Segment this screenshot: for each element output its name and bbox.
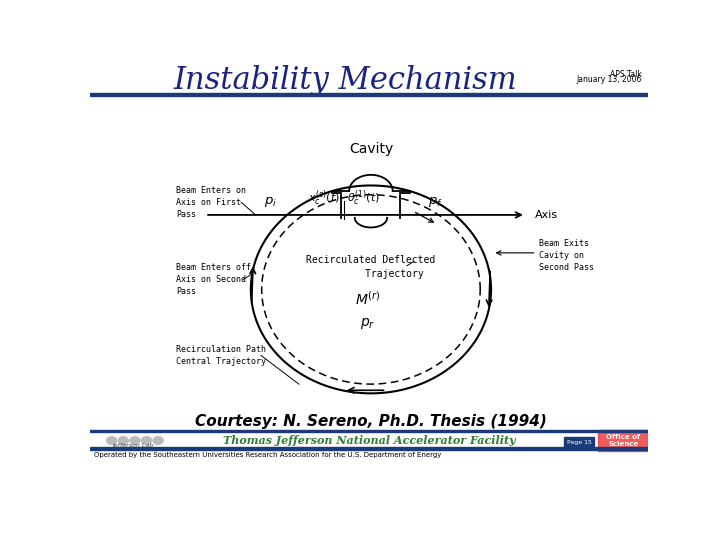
- Text: Axis: Axis: [535, 210, 558, 220]
- Text: $M^{(r)}$: $M^{(r)}$: [354, 291, 380, 308]
- Text: Recirculation Path
Central Trajectory: Recirculation Path Central Trajectory: [176, 345, 266, 366]
- Text: $\theta_c^{(1)}(t)$: $\theta_c^{(1)}(t)$: [347, 188, 380, 208]
- Text: Beam Enters off
Axis on Second
Pass: Beam Enters off Axis on Second Pass: [176, 264, 251, 296]
- Text: Jefferson Lab: Jefferson Lab: [112, 443, 153, 448]
- Ellipse shape: [153, 437, 163, 444]
- Text: $\mathit{p}_i$: $\mathit{p}_i$: [264, 195, 276, 209]
- Text: Instability Mechanism: Instability Mechanism: [174, 65, 518, 96]
- Text: Thomas Jefferson National Accelerator Facility: Thomas Jefferson National Accelerator Fa…: [222, 435, 516, 446]
- Bar: [90, 92, 648, 96]
- Text: Recirculated Deflected
        Trajectory: Recirculated Deflected Trajectory: [306, 255, 436, 279]
- Text: APS Talk: APS Talk: [610, 70, 642, 79]
- Text: Office of
Science: Office of Science: [606, 434, 640, 447]
- Text: $x_c^{(s)}(t)$: $x_c^{(s)}(t)$: [308, 188, 340, 208]
- Bar: [90, 448, 648, 450]
- Ellipse shape: [130, 437, 140, 444]
- Ellipse shape: [118, 437, 128, 444]
- Bar: [90, 430, 648, 432]
- Text: Courtesy: N. Sereno, Ph.D. Thesis (1994): Courtesy: N. Sereno, Ph.D. Thesis (1994): [195, 414, 547, 429]
- Text: January 13, 2006: January 13, 2006: [577, 75, 642, 84]
- Bar: [564, 437, 594, 448]
- Text: Cavity: Cavity: [348, 142, 393, 156]
- Ellipse shape: [142, 437, 152, 444]
- Text: $\mathit{p}_f$: $\mathit{p}_f$: [428, 195, 444, 209]
- Text: Page 15: Page 15: [567, 440, 591, 444]
- Text: Operated by the Southeastern Universities Research Association for the U.S. Depa: Operated by the Southeastern Universitie…: [94, 452, 441, 458]
- Text: $\mathit{p}_r$: $\mathit{p}_r$: [360, 316, 375, 330]
- Ellipse shape: [107, 437, 117, 444]
- Text: Beam Enters on
Axis on First
Pass: Beam Enters on Axis on First Pass: [176, 186, 246, 219]
- Text: Beam Exits
Cavity on
Second Pass: Beam Exits Cavity on Second Pass: [539, 239, 593, 272]
- Bar: [598, 430, 648, 451]
